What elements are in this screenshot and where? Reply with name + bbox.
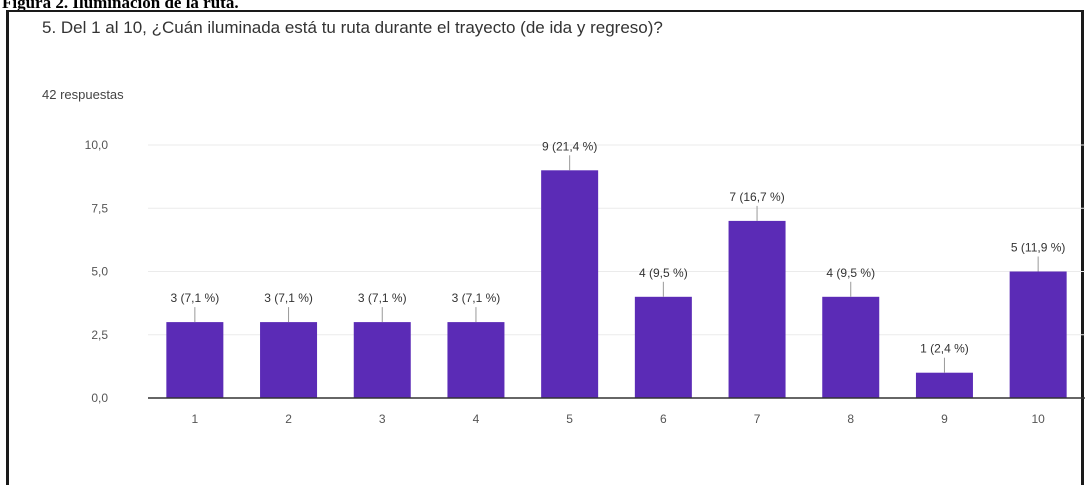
data-label: 3 (7,1 %)	[264, 291, 313, 305]
x-tick-label: 4	[473, 412, 480, 426]
x-tick-label: 7	[754, 412, 761, 426]
x-tick-label: 9	[941, 412, 948, 426]
question-title: 5. Del 1 al 10, ¿Cuán iluminada está tu …	[42, 18, 663, 37]
bar	[634, 296, 692, 398]
data-label: 4 (9,5 %)	[639, 266, 688, 280]
data-label: 3 (7,1 %)	[358, 291, 407, 305]
y-tick-label: 0,0	[91, 391, 108, 405]
data-label: 1 (2,4 %)	[920, 342, 969, 356]
bar	[447, 322, 505, 398]
x-tick-label: 8	[847, 412, 854, 426]
bar	[728, 220, 786, 398]
bar	[166, 322, 224, 398]
y-tick-label: 7,5	[91, 201, 108, 215]
x-tick-label: 5	[566, 412, 573, 426]
y-tick-label: 2,5	[91, 328, 108, 342]
bar	[353, 322, 411, 398]
data-label: 3 (7,1 %)	[452, 291, 501, 305]
data-label: 3 (7,1 %)	[171, 291, 220, 305]
response-count: 42 respuestas	[42, 87, 124, 102]
figure-caption: Figura 2. Iluminación de la ruta.	[2, 0, 239, 12]
x-tick-label: 1	[192, 412, 199, 426]
data-label: 5 (11,9 %)	[1011, 241, 1065, 255]
bar	[1009, 271, 1067, 398]
data-label: 7 (16,7 %)	[729, 190, 784, 204]
bar	[915, 372, 973, 398]
data-label: 9 (21,4 %)	[542, 139, 597, 153]
bar	[260, 322, 318, 398]
x-tick-label: 3	[379, 412, 386, 426]
bar	[541, 170, 599, 398]
x-tick-label: 10	[1031, 412, 1045, 426]
bar	[822, 296, 880, 398]
x-tick-label: 2	[285, 412, 292, 426]
data-label: 4 (9,5 %)	[826, 266, 875, 280]
y-tick-label: 10,0	[85, 138, 109, 152]
x-tick-label: 6	[660, 412, 667, 426]
y-tick-label: 5,0	[91, 265, 108, 279]
